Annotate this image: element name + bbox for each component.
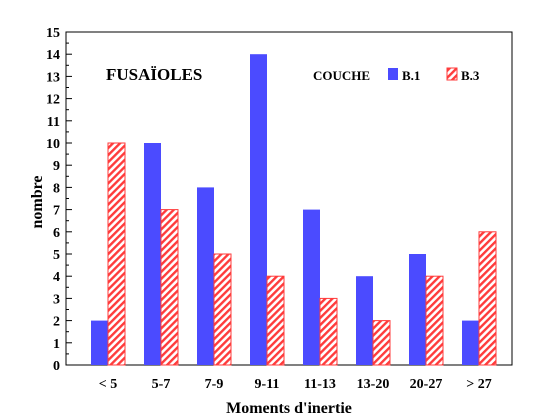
y-tick-label-3: 3 [53,292,60,307]
y-tick-label-8: 8 [53,181,60,196]
x-tick-label-6: 20-27 [410,377,443,392]
bar-b3-6 [425,275,444,366]
legend-swatch-b1 [388,68,398,80]
x-tick-label-0: < 5 [99,377,117,392]
x-tick-label-5: 13-20 [357,377,390,392]
x-tick-label-3: 9-11 [255,377,280,392]
bar-b3-0 [107,142,126,366]
legend-label-b1: B.1 [402,68,420,83]
bar-b1-7 [462,320,479,365]
bar-b3-3 [266,275,285,366]
bar-b3-5 [372,320,391,366]
bar-b3-7 [478,231,497,366]
x-tick-label-2: 7-9 [205,377,224,392]
bar-b1-1 [144,143,161,365]
bar-b3-4 [319,297,338,366]
bars [91,54,497,366]
y-tick-label-14: 14 [46,48,60,63]
y-tick-label-5: 5 [53,248,60,263]
y-tick-label-12: 12 [46,93,60,108]
y-tick-label-6: 6 [53,226,60,241]
legend: COUCHE B.1 B.3 [313,67,480,83]
x-axis-title: Moments d'inertie [226,400,352,414]
y-tick-label-7: 7 [53,204,60,219]
x-tick-label-1: 5-7 [152,377,171,392]
y-axis-title: nombre [29,175,46,228]
bar-b1-0 [91,320,108,365]
bar-b1-4 [303,209,320,365]
y-tick-label-0: 0 [53,359,60,374]
y-tick-label-15: 15 [46,26,60,41]
bar-b1-3 [250,54,267,365]
y-tick-label-2: 2 [53,315,60,330]
y-tick-label-4: 4 [53,270,60,285]
chart-title: FUSAÏOLES [106,65,202,84]
bar-b1-6 [409,254,426,365]
x-tick-label-7: > 27 [466,377,491,392]
y-tick-label-11: 11 [47,115,60,130]
bar-b1-5 [356,276,373,365]
bar-b3-2 [213,253,232,366]
y-tick-label-13: 13 [46,70,60,85]
y-tick-label-10: 10 [46,137,60,152]
legend-label-b3: B.3 [461,68,480,83]
legend-title: COUCHE [313,68,370,83]
bar-b1-2 [197,187,214,365]
x-axis-tick-labels: < 5 5-7 7-9 9-11 11-13 13-20 20-27 > 27 [99,377,492,392]
y-tick-label-9: 9 [53,159,60,174]
legend-swatch-b3 [446,67,458,81]
bar-b3-1 [160,209,179,366]
x-tick-label-4: 11-13 [304,377,336,392]
y-tick-label-1: 1 [53,337,60,352]
